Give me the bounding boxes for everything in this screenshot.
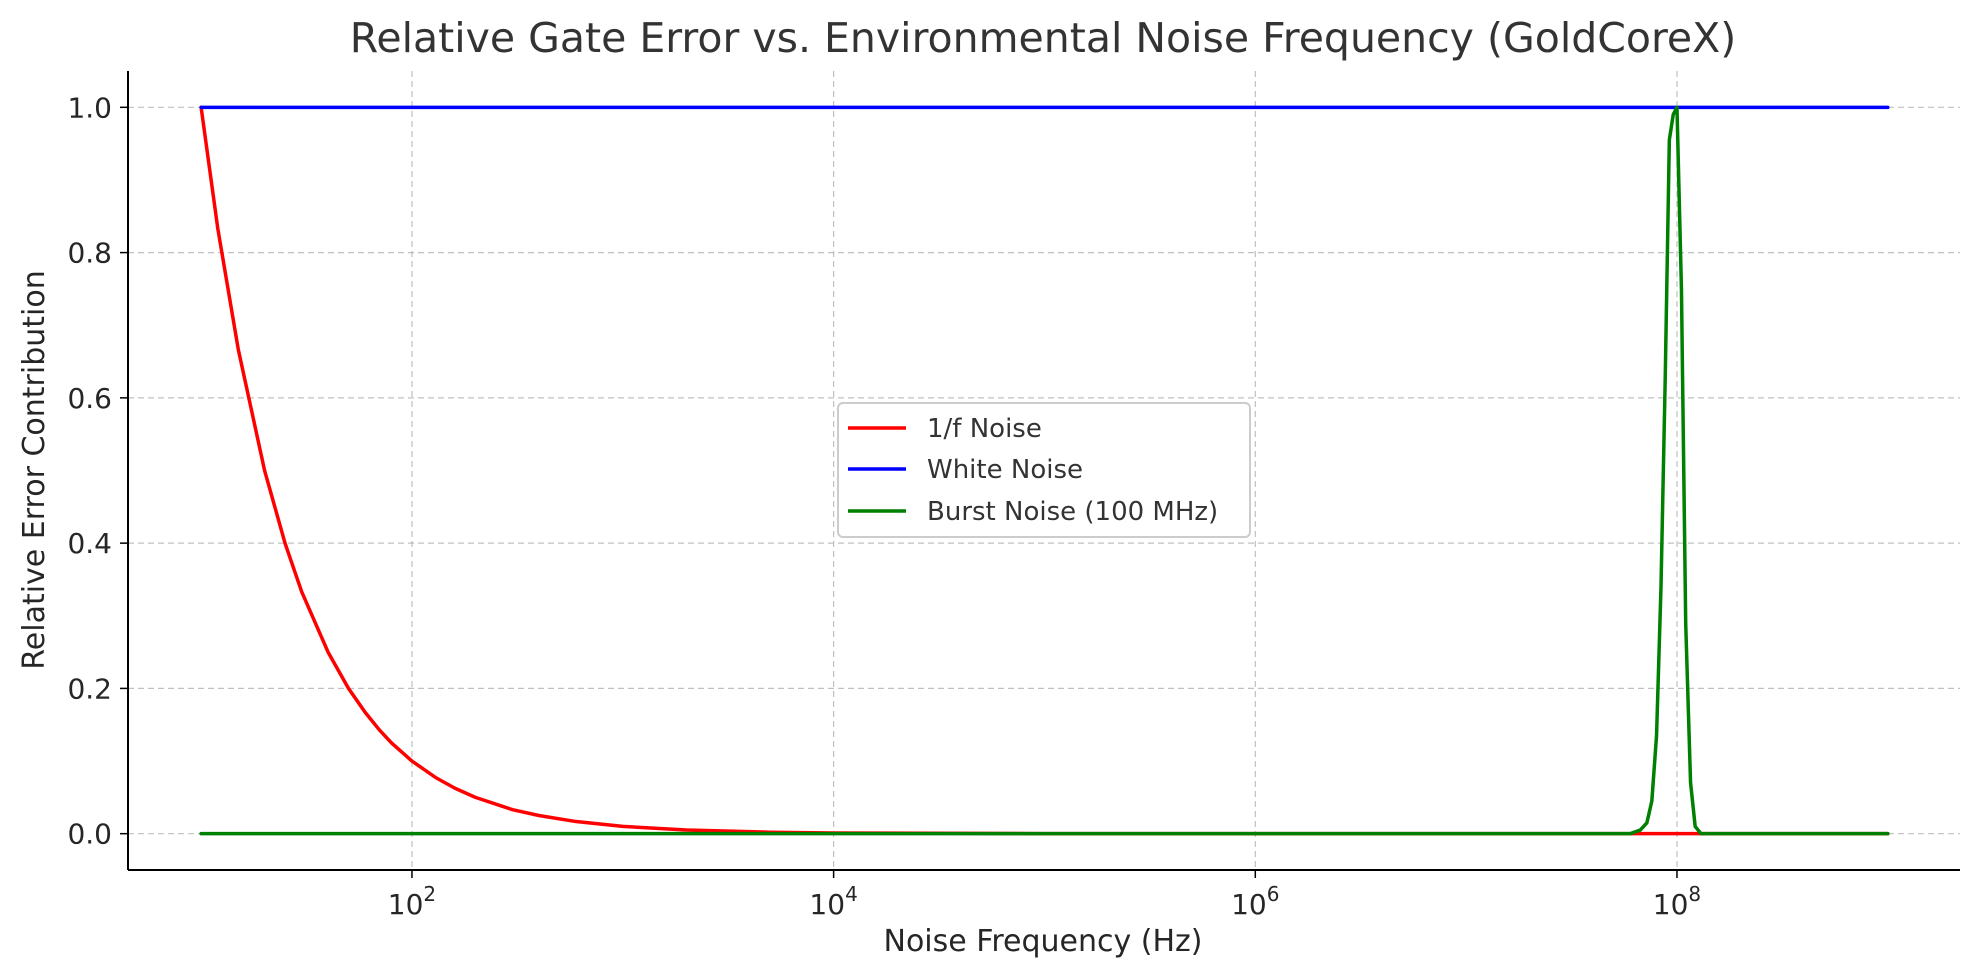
series-line-0 bbox=[199, 105, 1890, 836]
legend-label-burst-noise: Burst Noise (100 MHz) bbox=[927, 497, 1218, 527]
x-tick-label: 108 bbox=[1653, 882, 1701, 921]
y-tick-label: 0.0 bbox=[67, 818, 112, 851]
x-tick-exponent: 2 bbox=[423, 882, 436, 906]
legend-label-1f-noise: 1/f Noise bbox=[927, 414, 1042, 444]
x-tick-exponent: 4 bbox=[845, 882, 858, 906]
x-tick-exponent: 6 bbox=[1267, 882, 1280, 906]
legend-box bbox=[837, 402, 1251, 538]
legend-label-white-noise: White Noise bbox=[927, 455, 1083, 485]
x-ticks: 102 104 106 108 bbox=[388, 870, 1701, 921]
x-tick-base: 10 bbox=[809, 888, 845, 921]
y-tick-label: 0.8 bbox=[67, 237, 112, 270]
x-tick-base: 10 bbox=[1231, 888, 1267, 921]
axes bbox=[127, 71, 1960, 871]
x-tick-base: 10 bbox=[388, 888, 424, 921]
x-tick-base: 10 bbox=[1653, 888, 1689, 921]
x-tick-label: 102 bbox=[388, 882, 436, 921]
y-tick-label: 0.4 bbox=[67, 527, 112, 560]
series-line-2 bbox=[199, 105, 1890, 836]
y-tick-label: 0.2 bbox=[67, 672, 112, 705]
x-tick-label: 104 bbox=[809, 882, 857, 921]
x-tick-label: 106 bbox=[1231, 882, 1279, 921]
legend: 1/f Noise White Noise Burst Noise (100 M… bbox=[837, 402, 1251, 538]
y-axis-label: Relative Error Contribution bbox=[17, 270, 52, 669]
y-tick-label: 1.0 bbox=[67, 91, 112, 124]
chart-title: Relative Gate Error vs. Environmental No… bbox=[350, 14, 1736, 62]
y-tick-label: 0.6 bbox=[67, 382, 112, 415]
series-group bbox=[199, 105, 1890, 836]
x-axis-label: Noise Frequency (Hz) bbox=[884, 924, 1203, 959]
x-tick-exponent: 8 bbox=[1688, 882, 1701, 906]
y-ticks: 0.0 0.2 0.4 0.6 0.8 1.0 bbox=[67, 91, 128, 851]
